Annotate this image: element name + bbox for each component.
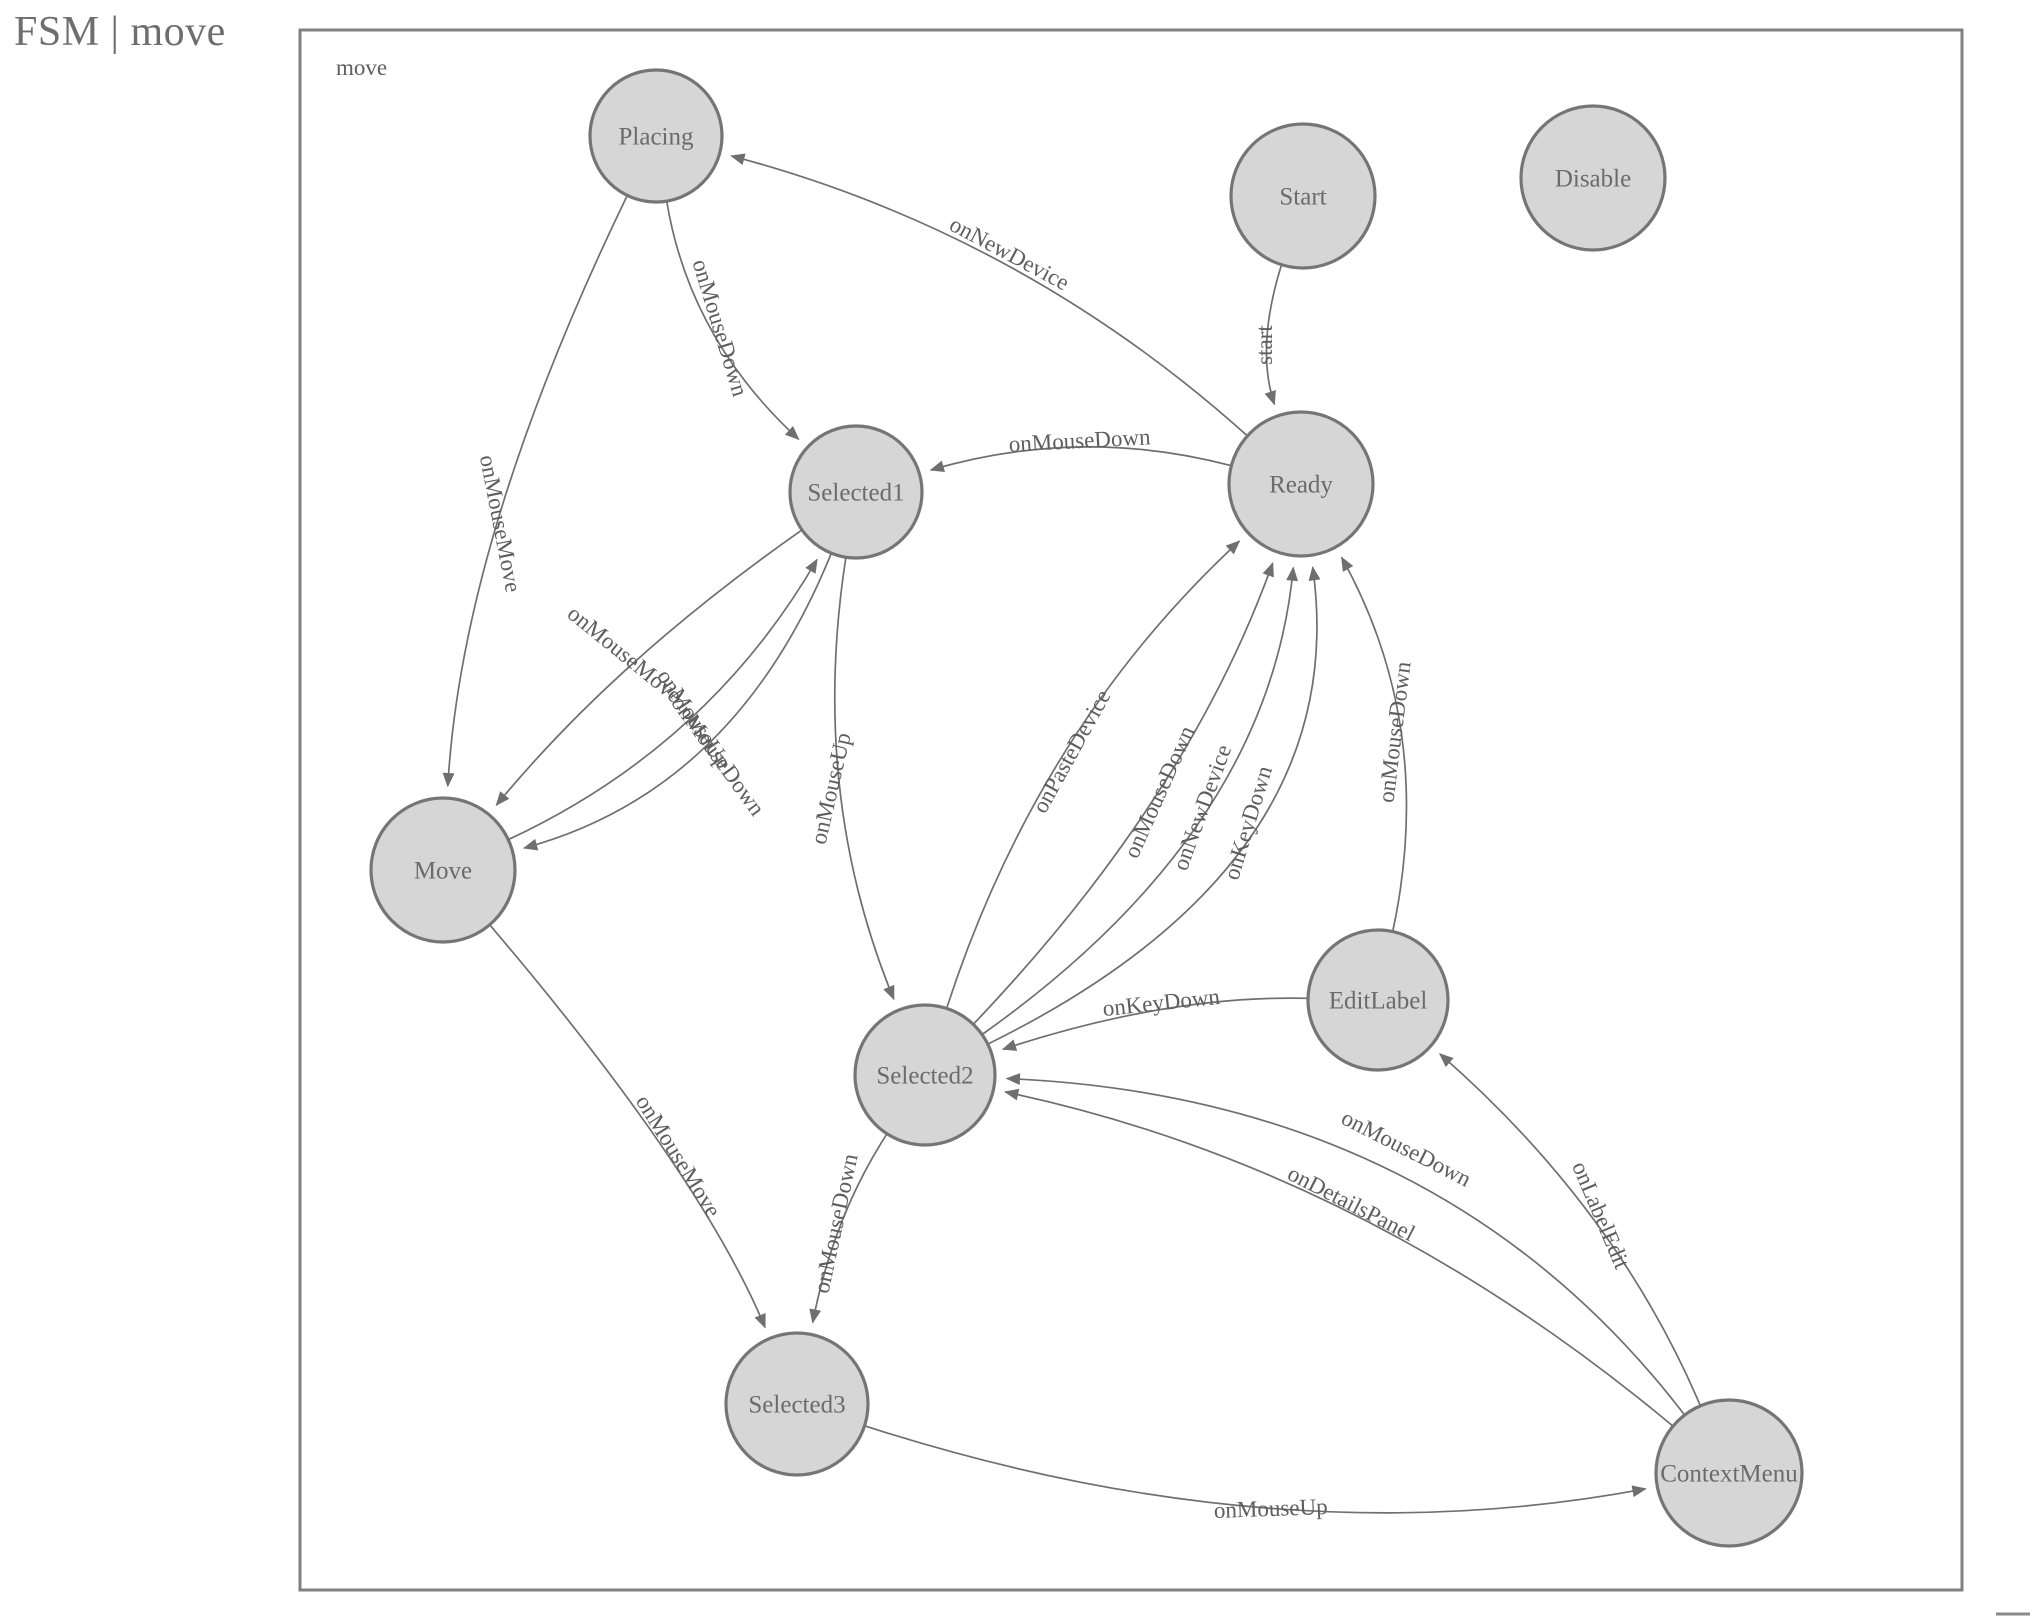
edge-contextmenu-to-selected2: [1005, 1073, 1686, 1416]
edge-label: onDetailsPanel: [1284, 1161, 1419, 1246]
edge-move-to-selected1: [507, 558, 818, 841]
edge-selected1-to-selected2: [833, 557, 895, 1001]
edge-label: onKeyDown: [1101, 984, 1221, 1021]
cluster-border: [298, 28, 1964, 1592]
state-node-label: Start: [1279, 184, 1326, 211]
page-title: FSM | move: [14, 9, 226, 55]
state-node-circle[interactable]: [1519, 104, 1667, 252]
state-node-circle[interactable]: [1229, 122, 1377, 270]
state-node-move[interactable]: Move: [369, 796, 517, 944]
state-node-selected3[interactable]: Selected3: [724, 1331, 870, 1477]
state-node-label: ContextMenu: [1660, 1461, 1798, 1488]
state-node-selected1[interactable]: Selected1: [788, 424, 924, 560]
edge-label: onLabelEdit: [1567, 1158, 1635, 1273]
edge-label: onMouseDown: [666, 691, 770, 821]
state-node-label: Disable: [1555, 166, 1631, 193]
state-node-label: Ready: [1269, 472, 1333, 499]
edge-editlabel-to-ready: [1340, 556, 1408, 932]
edge-selected2-to-selected3: [809, 1133, 888, 1324]
state-node-label: Move: [414, 858, 472, 885]
edge-start-to-ready: [1264, 264, 1283, 406]
edge-selected2-to-ready: [981, 566, 1299, 1036]
state-node-label: Placing: [619, 124, 694, 151]
edge-label: onMouseMove: [631, 1090, 726, 1221]
state-node-label: EditLabel: [1329, 988, 1428, 1015]
edge-label: onKeyDown: [1219, 762, 1277, 882]
state-node-circle[interactable]: [724, 1331, 870, 1477]
edge-contextmenu-to-editlabel: [1438, 1053, 1702, 1407]
state-node-placing[interactable]: Placing: [588, 68, 724, 204]
nodes-layer: Placing Start Disable Selected1 Ready Move Sel…: [369, 68, 1804, 1548]
state-node-contextmenu[interactable]: ContextMenu: [1654, 1398, 1804, 1548]
edge-label: onMouseDown: [809, 1151, 863, 1295]
edge-label: onMouseDown: [1008, 424, 1151, 456]
edge-selected1-to-move: [495, 529, 803, 807]
edge-contextmenu-to-selected2: [1004, 1088, 1674, 1427]
edge-placing-to-move: [442, 195, 629, 788]
edge-editlabel-to-selected2: [1001, 997, 1309, 1051]
edge-selected3-to-contextmenu: [864, 1424, 1647, 1514]
edge-label: onMouseDown: [687, 256, 753, 399]
state-node-disable[interactable]: Disable: [1519, 104, 1667, 252]
edge-ready-to-placing: [730, 153, 1248, 437]
state-node-label: Selected1: [807, 480, 904, 507]
edge-selected1-to-move: [522, 552, 833, 851]
state-node-circle[interactable]: [588, 68, 724, 204]
state-node-circle[interactable]: [1227, 410, 1375, 558]
edge-labels-layer: start onNewDevice onMouseDown onMouseDown on…: [475, 211, 1635, 1523]
state-node-circle[interactable]: [788, 424, 924, 560]
state-node-label: Selected2: [876, 1063, 973, 1090]
edge-selected2-to-ready: [987, 566, 1321, 1045]
edge-label: onNewDevice: [946, 211, 1074, 295]
state-node-editlabel[interactable]: EditLabel: [1306, 928, 1450, 1072]
edge-move-to-selected3: [489, 924, 766, 1329]
state-node-circle[interactable]: [369, 796, 517, 944]
edge-ready-to-selected1: [929, 446, 1232, 473]
edge-label: onMouseUp: [1213, 1494, 1328, 1523]
edge-label: onPasteDevice: [1027, 686, 1115, 818]
state-node-ready[interactable]: Ready: [1227, 410, 1375, 558]
edge-label: onMouseUp: [806, 730, 856, 846]
edge-selected2-to-ready: [972, 561, 1274, 1025]
state-node-circle[interactable]: [1654, 1398, 1804, 1548]
state-node-selected2[interactable]: Selected2: [853, 1003, 997, 1147]
state-node-start[interactable]: Start: [1229, 122, 1377, 270]
state-node-circle[interactable]: [1306, 928, 1450, 1072]
cluster-label: move: [336, 55, 387, 80]
state-node-circle[interactable]: [853, 1003, 997, 1147]
edge-label: onMouseDown: [1374, 660, 1416, 804]
edges-layer: [442, 153, 1702, 1514]
edge-label: start: [1252, 325, 1277, 365]
state-node-label: Selected3: [748, 1392, 845, 1419]
edge-placing-to-selected1: [665, 200, 800, 441]
edge-selected2-to-ready: [945, 540, 1241, 1009]
